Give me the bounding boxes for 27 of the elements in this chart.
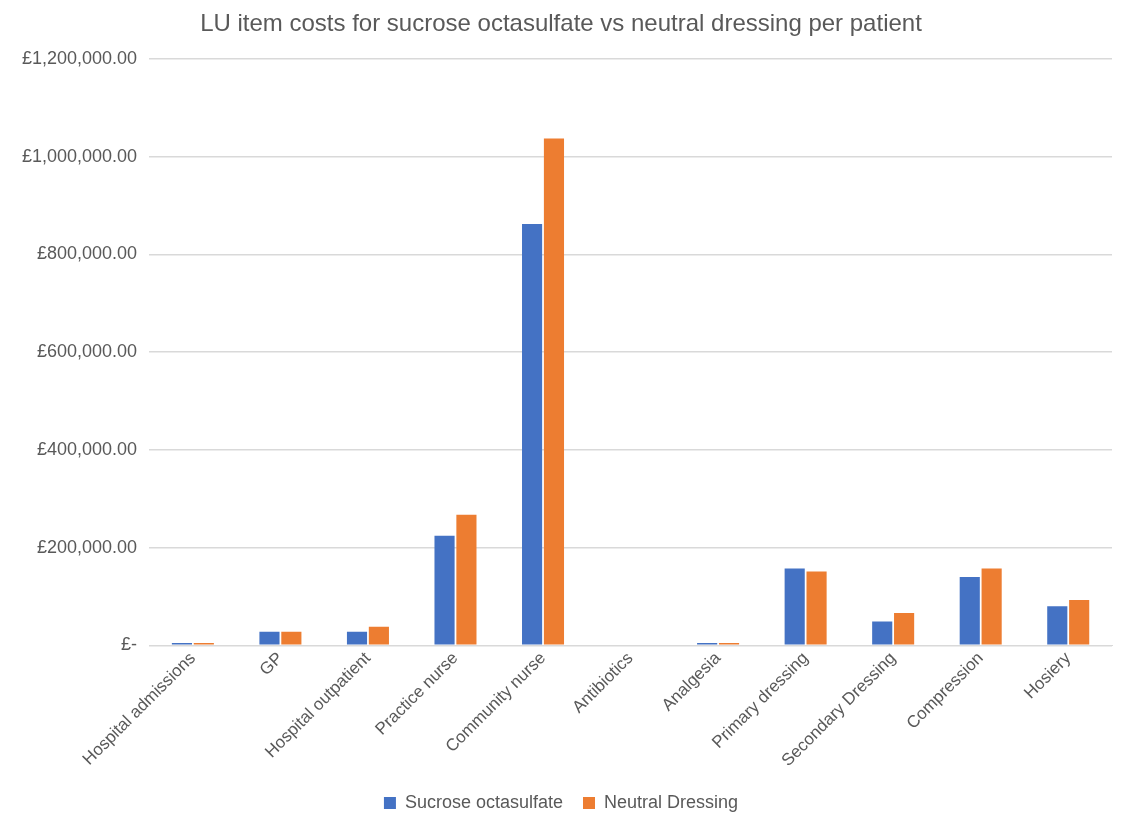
y-tick-label: £- <box>121 634 138 655</box>
bar <box>959 576 980 645</box>
bar <box>806 571 827 645</box>
bar <box>894 613 915 645</box>
legend-label: Sucrose octasulfate <box>404 791 564 812</box>
x-tick-label: GP <box>255 648 287 680</box>
bar <box>368 626 389 645</box>
bar <box>281 631 302 645</box>
chart-title: LU item costs for sucrose octasulfate vs neutral dressing per patient <box>200 9 923 37</box>
y-tick-label: £400,000.00 <box>37 438 138 459</box>
y-tick-label: £1,200,000.00 <box>21 47 138 68</box>
y-tick-label: £1,000,000.00 <box>21 145 138 166</box>
bar <box>784 568 805 645</box>
y-tick-label: £600,000.00 <box>37 341 138 362</box>
bar <box>522 224 543 645</box>
bar <box>1047 606 1068 645</box>
bar <box>1069 599 1090 645</box>
bar <box>981 568 1002 645</box>
y-tick-label: £800,000.00 <box>37 243 138 264</box>
bar <box>456 514 477 645</box>
bar <box>872 621 893 645</box>
bar <box>543 138 565 645</box>
y-tick-label: £200,000.00 <box>37 536 138 557</box>
legend-label: Neutral Dressing <box>604 791 739 812</box>
bar <box>259 631 280 645</box>
bar <box>346 631 368 645</box>
bar <box>434 535 455 645</box>
